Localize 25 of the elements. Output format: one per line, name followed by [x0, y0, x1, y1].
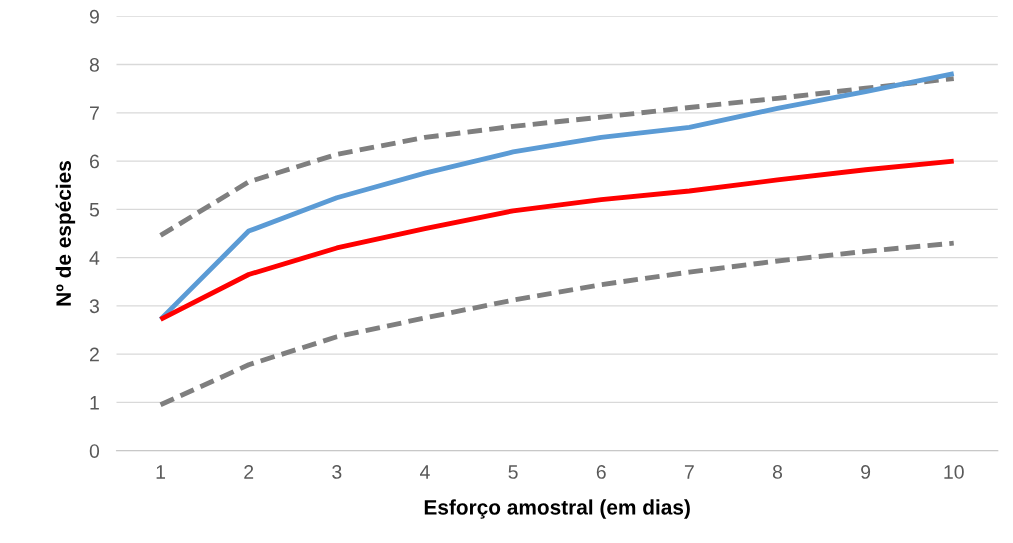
- x-tick-label: 1: [156, 465, 166, 479]
- x-tick-label: 5: [508, 465, 518, 479]
- x-tick-label: 9: [861, 465, 871, 479]
- x-tick-label: 7: [684, 465, 694, 479]
- x-axis-title: Esforço amostral (em dias): [424, 499, 690, 519]
- x-tick-label: 4: [419, 465, 430, 479]
- x-tick-label: 10: [944, 465, 964, 479]
- y-tick-label: 9: [89, 9, 99, 24]
- y-axis-title: Nº de espécies: [55, 161, 76, 306]
- y-tick-label: 0: [89, 444, 100, 458]
- y-tick-label: 5: [89, 203, 100, 217]
- x-tick-label: 2: [244, 465, 254, 479]
- y-tick-label: 8: [89, 58, 99, 72]
- y-tick-label: 3: [89, 299, 99, 314]
- y-tick-label: 6: [90, 154, 99, 169]
- line-series: [158, 158, 957, 322]
- y-tick-label: 1: [90, 396, 99, 410]
- line-series: [158, 240, 957, 408]
- x-tick-label: 6: [596, 465, 606, 479]
- line-series: [158, 76, 957, 238]
- y-tick-label: 7: [90, 106, 99, 120]
- x-tick-label: 8: [772, 465, 783, 479]
- y-tick-label: 4: [89, 251, 100, 265]
- y-tick-label: 2: [89, 347, 99, 362]
- x-tick-label: 3: [332, 465, 342, 479]
